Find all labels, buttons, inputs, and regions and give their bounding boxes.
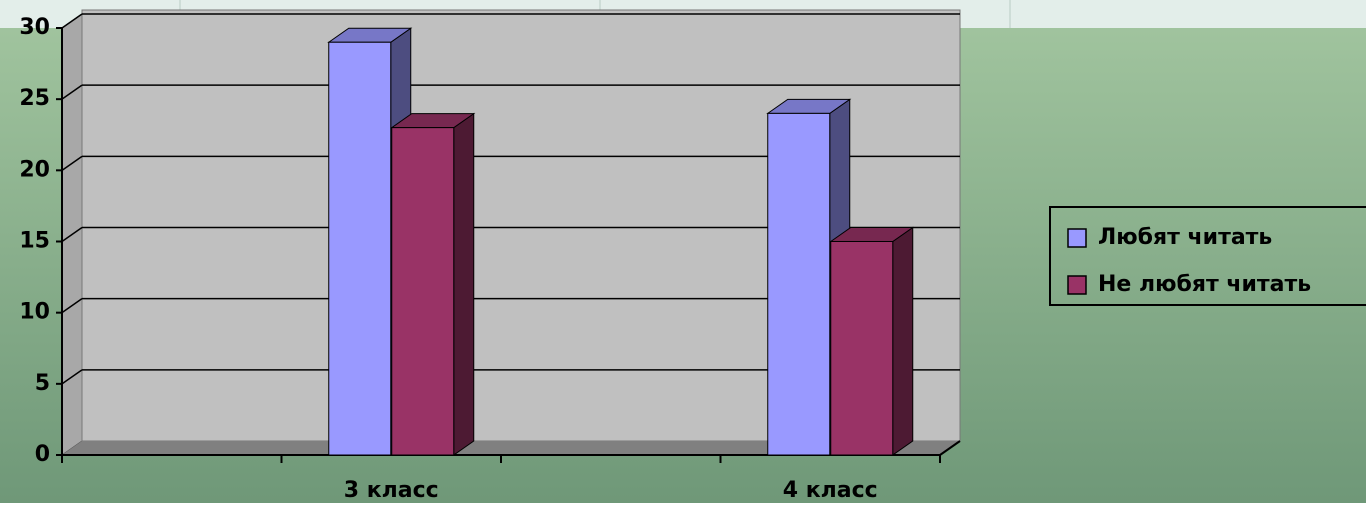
bar-side: [453, 112, 475, 456]
legend-box: [1049, 206, 1366, 306]
bar: [830, 241, 894, 456]
grid-line: [61, 298, 83, 314]
x-tick-label: 4 класс: [783, 478, 878, 503]
y-tick-label: 0: [35, 442, 50, 467]
legend-swatch: [1067, 228, 1087, 248]
y-tick-label: 25: [19, 86, 50, 111]
y-tick-label: 10: [19, 300, 50, 325]
x-axis: [939, 440, 961, 456]
y-tick-label: 20: [19, 157, 50, 182]
x-tick-label: 3 класс: [344, 478, 439, 503]
bar: [391, 127, 455, 456]
grid-line: [61, 155, 83, 171]
legend: [1049, 206, 1366, 306]
legend-swatch: [1067, 275, 1087, 295]
grid-line: [61, 84, 83, 100]
y-tick-label: 30: [19, 15, 50, 40]
y-tick-label: 5: [35, 371, 50, 396]
floor: [62, 441, 960, 455]
legend-label: Не любят читать: [1098, 272, 1311, 297]
grid-line: [61, 369, 83, 385]
bar: [767, 112, 831, 456]
grid-line: [61, 13, 83, 29]
y-tick-label: 15: [19, 229, 50, 254]
grid-line: [61, 226, 83, 243]
legend-label: Любят читать: [1098, 225, 1272, 250]
bar-side: [892, 226, 914, 456]
bar: [328, 41, 392, 456]
